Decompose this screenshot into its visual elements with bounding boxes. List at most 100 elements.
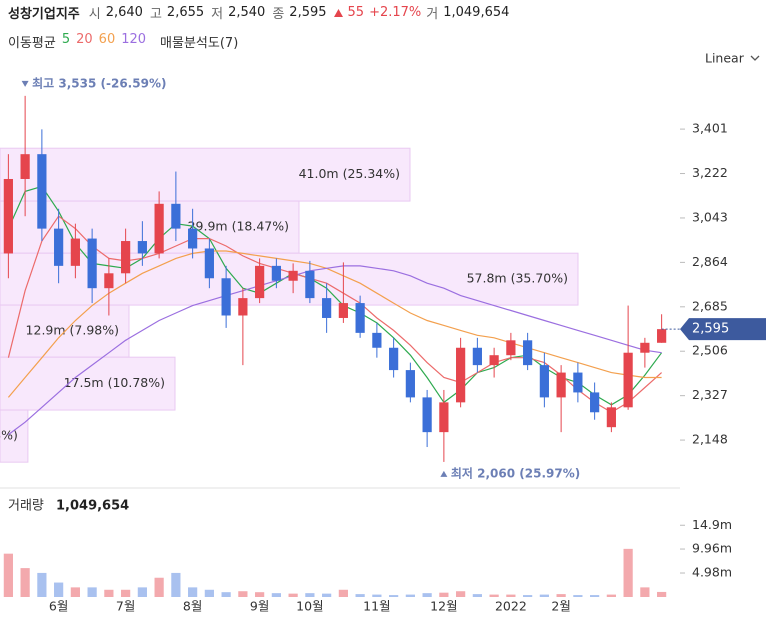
low-marker-arrow	[440, 470, 448, 477]
legend-item[interactable]: 120	[121, 32, 147, 47]
volume-bar	[288, 593, 298, 597]
candle-body	[221, 278, 231, 316]
volume-bar	[121, 589, 131, 597]
volume-bar	[154, 577, 164, 597]
candle-body	[271, 265, 281, 281]
volume-bar	[221, 592, 231, 597]
volume-bar	[573, 595, 583, 597]
volume-y-tick-label: 14.9m	[692, 517, 732, 532]
volume-bar	[238, 591, 248, 597]
candle-body	[539, 365, 549, 398]
last-price-label: 2,595	[692, 322, 729, 337]
x-tick-label: 12월	[430, 599, 457, 614]
volume-bar	[271, 593, 281, 597]
y-tick-label: 2,327	[692, 387, 728, 402]
volume-bar	[556, 594, 566, 597]
candle-body	[20, 154, 30, 179]
indicator-legend[interactable]: 이동평균 5 20 60 120 매물분석도(7)	[8, 32, 238, 51]
candle-body	[37, 154, 47, 229]
volume-bar	[389, 595, 399, 597]
volume-value: 1,049,654	[56, 499, 129, 514]
candle-body	[305, 270, 315, 299]
scale-mode[interactable]: Linear	[705, 51, 745, 66]
candle-body	[556, 372, 566, 398]
quote-label: 시	[88, 6, 101, 22]
quote-label: 종	[272, 6, 285, 22]
volume-profile-label: 41.0m (25.34%)	[299, 166, 400, 181]
low-marker-label: 최저 2,060 (25.97%)	[451, 465, 580, 480]
volume-bar	[590, 595, 600, 597]
volume-bar	[104, 589, 114, 597]
volume-bar	[204, 589, 214, 597]
volume-profile-label: 17.5m (10.78%)	[64, 375, 165, 390]
candle-body	[389, 347, 399, 371]
quote-value: 2,655	[166, 4, 205, 20]
volume-bar	[372, 594, 382, 597]
volume-profile-label: 29.9m (18.47%)	[188, 219, 289, 234]
volume-bar	[640, 587, 650, 597]
y-tick-label: 3,401	[692, 121, 728, 136]
x-tick-label: 6월	[49, 599, 68, 614]
candle-body	[573, 372, 583, 393]
candle-body	[523, 340, 533, 366]
volume-y-tick-label: 4.98m	[692, 565, 732, 580]
x-tick-label: 2022	[495, 599, 527, 614]
volume-bar	[523, 595, 533, 597]
legend-item[interactable]: 60	[98, 32, 116, 47]
price-plot: 41.0m (25.34%) 29.9m (18.47%) 57.8m (35.70…	[0, 95, 667, 463]
candle-body	[372, 332, 382, 348]
x-tick-label: 8월	[183, 599, 202, 614]
quote-label: 저	[211, 6, 224, 22]
change: 55	[347, 4, 365, 20]
volume-title: 거래량	[8, 499, 44, 514]
volume-bar	[3, 553, 13, 597]
candle-body	[506, 340, 516, 356]
moving-average-line	[8, 265, 662, 436]
volume-profile-bar	[0, 356, 176, 411]
volume-bar	[623, 548, 633, 597]
quote-value: 2,640	[105, 4, 143, 20]
candle-body	[54, 228, 64, 266]
y-tick-label: 3,043	[692, 209, 728, 224]
change-percent: +2.17%	[369, 4, 422, 20]
volume-bar	[87, 587, 97, 597]
candle-body	[121, 241, 131, 274]
candle-body	[137, 241, 147, 254]
candle-body	[606, 407, 616, 428]
volume-bar	[255, 592, 265, 597]
x-tick-label: 11월	[363, 599, 390, 614]
profile-title[interactable]: 매물분석도(7)	[160, 36, 239, 51]
volume-bar	[506, 594, 516, 597]
high-marker-arrow	[21, 80, 29, 87]
volume-bar	[20, 568, 30, 597]
y-tick-label: 3,222	[692, 165, 728, 180]
dropdown-chevron[interactable]	[750, 55, 760, 61]
volume-bar	[405, 594, 415, 597]
volume-bar	[188, 587, 198, 597]
moving-average-line	[7, 215, 662, 413]
volume-bar	[489, 594, 499, 597]
volume-bar	[137, 587, 147, 597]
candle-body	[456, 347, 466, 403]
ma-title[interactable]: 이동평균	[8, 36, 56, 51]
candle-body	[439, 402, 449, 433]
quote-value: 2,540	[228, 4, 266, 20]
candle-body	[171, 203, 181, 229]
candle-body	[104, 273, 114, 289]
moving-average-line	[7, 185, 663, 406]
legend-item[interactable]: 20	[76, 32, 93, 47]
y-tick-label: 2,148	[692, 432, 728, 447]
volume-bar	[539, 594, 549, 597]
x-tick-label: 10월	[296, 599, 323, 614]
volume-bar	[54, 582, 64, 597]
volume-profile-bar	[0, 409, 29, 463]
last-price-tag	[680, 318, 766, 341]
candle-body	[204, 248, 214, 279]
up-arrow-shape	[333, 8, 343, 17]
legend-item[interactable]: 5	[61, 32, 71, 47]
candle-body	[87, 238, 97, 289]
volume-profile-label: 57.8m (35.70%)	[467, 271, 568, 286]
candle-body	[657, 329, 667, 343]
